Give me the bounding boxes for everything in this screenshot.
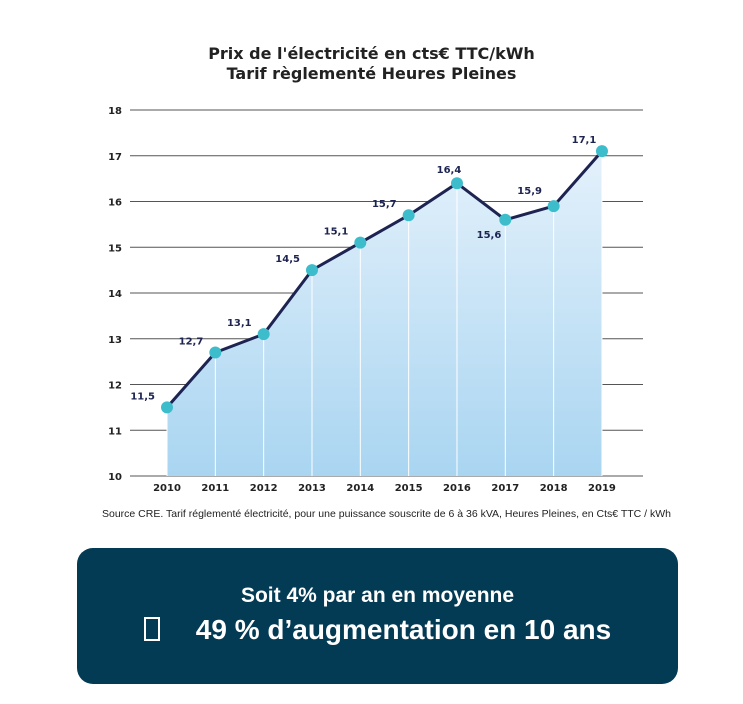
- data-label: 17,1: [572, 135, 597, 146]
- area-fill: [167, 151, 602, 477]
- line-chart: 10 11 12 13 14 15 16 17 18 11,5 2010 12,7 2011 13,1 20…: [108, 106, 643, 494]
- x-tick-label: 2018: [540, 483, 568, 494]
- data-point: [209, 346, 222, 359]
- subtitle: Tarif règlementé Heures Pleines: [226, 64, 517, 83]
- data-label: 11,5: [130, 391, 155, 402]
- y-tick-label: 16: [108, 198, 122, 209]
- y-tick-label: 10: [108, 472, 122, 483]
- chart-title: Prix de l'électricité en cts€ TTC/kWh Ta…: [0, 44, 743, 84]
- series-line: [165, 150, 604, 409]
- y-tick-label: 11: [108, 426, 122, 437]
- data-point: [499, 213, 512, 226]
- data-point: [354, 236, 367, 249]
- y-tick-label: 12: [108, 381, 122, 392]
- x-tick-label: 2010: [153, 483, 181, 494]
- callout-line2: 49 % d’augmentation en 10 ans: [195, 614, 612, 645]
- data-point: [305, 264, 318, 277]
- y-tick-label: 13: [108, 335, 122, 346]
- data-label: 13,1: [227, 318, 252, 329]
- data-point: [450, 177, 463, 190]
- data-label: 16,4: [437, 165, 462, 176]
- data-label: 12,7: [179, 336, 204, 347]
- callout-line2-wrap: 49 % d’augmentation en 10 ans: [77, 614, 678, 646]
- title: Prix de l'électricité en cts€ TTC/kWh: [208, 44, 535, 63]
- x-tick-label: 2014: [346, 483, 374, 494]
- data-point: [161, 401, 173, 414]
- data-label: 15,7: [372, 199, 397, 210]
- y-tick-label: 18: [108, 106, 122, 117]
- x-tick-label: 2017: [491, 483, 519, 494]
- data-label: 14,5: [275, 254, 300, 265]
- data-point: [257, 328, 270, 341]
- y-tick-label: 15: [108, 243, 122, 254]
- y-tick-label: 17: [108, 152, 122, 163]
- data-point: [595, 145, 608, 158]
- source-note: Source CRE. Tarif réglementé électricité…: [101, 508, 671, 520]
- callout-line1: Soit 4% par an en moyenne: [240, 584, 515, 607]
- data-label: 15,1: [324, 227, 349, 238]
- y-tick-label: 14: [108, 289, 122, 300]
- x-tick-label: 2013: [298, 483, 326, 494]
- data-label: 15,6: [477, 230, 502, 241]
- data-label: 15,9: [517, 186, 542, 197]
- x-tick-label: 2019: [588, 483, 616, 494]
- x-tick-label: 2012: [250, 483, 278, 494]
- data-point: [547, 200, 560, 213]
- x-tick-label: 2015: [395, 483, 423, 494]
- callout-box: Soit 4% par an en moyenne 49 % d’augment…: [77, 548, 678, 684]
- x-tick-label: 2011: [201, 483, 229, 494]
- glyph-box-icon: [143, 617, 160, 641]
- data-point: [402, 209, 415, 222]
- x-tick-label: 2016: [443, 483, 471, 494]
